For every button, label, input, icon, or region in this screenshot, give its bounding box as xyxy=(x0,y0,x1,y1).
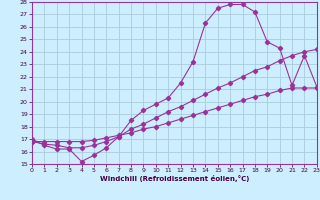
X-axis label: Windchill (Refroidissement éolien,°C): Windchill (Refroidissement éolien,°C) xyxy=(100,175,249,182)
